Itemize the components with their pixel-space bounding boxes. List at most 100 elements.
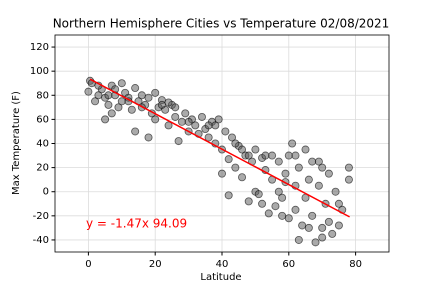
chart-title: Northern Hemisphere Cities vs Temperatur…: [53, 17, 390, 31]
point: [314, 181, 323, 190]
point: [164, 121, 173, 130]
point: [274, 157, 283, 166]
y-tick-label: 120: [30, 42, 49, 53]
point: [191, 121, 200, 130]
point: [281, 169, 290, 178]
y-tick-label: 80: [36, 90, 49, 101]
point: [104, 100, 113, 109]
point: [318, 223, 327, 232]
point: [298, 221, 307, 230]
point: [157, 100, 166, 109]
point: [221, 127, 230, 136]
y-tick-label: 0: [43, 187, 49, 198]
point: [171, 112, 180, 121]
x-axis-title: Latitude: [200, 272, 241, 283]
point: [117, 97, 126, 106]
point: [84, 87, 93, 96]
point: [334, 199, 343, 208]
point: [137, 91, 146, 100]
y-tick-label: 100: [30, 66, 49, 77]
point: [197, 112, 206, 121]
point: [301, 145, 310, 154]
point: [314, 157, 323, 166]
point: [151, 115, 160, 124]
point: [311, 238, 320, 247]
x-tick-label: 80: [349, 259, 362, 270]
x-tick-label: 20: [149, 259, 162, 270]
y-tick-label: 20: [36, 163, 49, 174]
point: [284, 214, 293, 223]
point: [204, 133, 213, 142]
point: [344, 163, 353, 172]
point: [151, 88, 160, 97]
point: [291, 151, 300, 160]
point: [304, 223, 313, 232]
point: [318, 233, 327, 242]
point: [104, 91, 113, 100]
point: [264, 209, 273, 218]
point: [131, 127, 140, 136]
y-tick-label: -20: [33, 211, 49, 222]
point: [284, 151, 293, 160]
point: [144, 133, 153, 142]
point: [258, 199, 267, 208]
y-axis-title: Max Temperature (F): [11, 91, 22, 195]
point: [244, 197, 253, 206]
point: [334, 221, 343, 230]
point: [244, 151, 253, 160]
point: [251, 145, 260, 154]
x-tick-label: 0: [85, 259, 91, 270]
x-tick-label: 40: [216, 259, 229, 270]
y-tick-label: 40: [36, 139, 49, 150]
point: [127, 105, 136, 114]
point: [238, 145, 247, 154]
point: [331, 187, 340, 196]
point: [291, 205, 300, 214]
x-tick-label: 60: [282, 259, 295, 270]
point: [254, 190, 263, 199]
point: [174, 137, 183, 146]
point: [224, 155, 233, 164]
point: [228, 133, 237, 142]
point: [261, 151, 270, 160]
point: [308, 157, 317, 166]
point: [144, 93, 153, 102]
point: [288, 139, 297, 148]
point: [101, 115, 110, 124]
point: [231, 163, 240, 172]
point: [344, 175, 353, 184]
point: [271, 202, 280, 211]
point: [294, 163, 303, 172]
point: [318, 163, 327, 172]
point: [204, 121, 213, 130]
point: [308, 211, 317, 220]
point: [131, 84, 140, 93]
point: [274, 187, 283, 196]
annotation: y = -1.47x 94.09: [86, 217, 187, 231]
plot-frame: [54, 34, 390, 253]
point: [184, 117, 193, 126]
point: [231, 139, 240, 148]
point: [304, 175, 313, 184]
regression-line: [89, 78, 350, 218]
point: [324, 217, 333, 226]
point: [224, 191, 233, 200]
point: [278, 193, 287, 202]
point: [217, 169, 226, 178]
point: [91, 97, 100, 106]
point: [114, 103, 123, 112]
point: [268, 151, 277, 160]
point: [294, 235, 303, 244]
point: [238, 173, 247, 182]
point: [171, 103, 180, 112]
point: [164, 98, 173, 107]
point: [328, 229, 337, 238]
y-tick-label: 60: [36, 114, 49, 125]
point: [324, 169, 333, 178]
point: [278, 211, 287, 220]
point: [177, 117, 186, 126]
point: [214, 115, 223, 124]
point: [107, 109, 116, 118]
point: [117, 79, 126, 88]
